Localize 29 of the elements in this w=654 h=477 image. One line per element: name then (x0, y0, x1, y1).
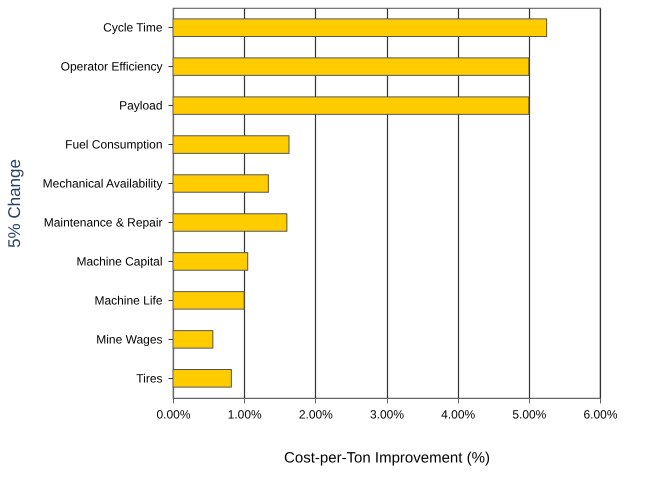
bar (172, 96, 530, 115)
y-tick-label: Maintenance & Repair (44, 215, 163, 230)
y-tick-label: Tires (136, 371, 162, 386)
bar (172, 252, 248, 271)
y-axis-title: 5% Change (4, 159, 24, 248)
y-tick-label: Fuel Consumption (65, 138, 162, 152)
bar (172, 213, 288, 232)
x-tick-label: 6.00% (583, 408, 618, 422)
y-tick-label: Mechanical Availability (42, 176, 162, 191)
x-tick-label: 4.00% (441, 408, 476, 422)
x-tick-label: 2.00% (298, 408, 334, 422)
bar (172, 291, 245, 310)
y-tick-label: Machine Capital (76, 254, 162, 268)
bar (172, 174, 269, 193)
y-tick-label: Cycle Time (103, 20, 163, 35)
bar (172, 57, 530, 76)
y-tick-label: Payload (119, 98, 162, 113)
x-tick-label: 3.00% (370, 408, 404, 422)
x-tick-label: 5.00% (512, 408, 547, 422)
bar (172, 18, 548, 37)
x-tick-label: 0.00% (156, 408, 191, 422)
x-tick-label: 1.00% (228, 408, 262, 422)
bar (172, 330, 214, 349)
x-axis-title: Cost-per-Ton Improvement (%) (284, 450, 490, 466)
y-tick-label: Mine Wages (96, 332, 162, 346)
bar (172, 369, 232, 388)
bar (172, 135, 290, 154)
y-tick-label: Operator Efficiency (60, 60, 162, 74)
y-tick-label: Machine Life (94, 293, 163, 308)
